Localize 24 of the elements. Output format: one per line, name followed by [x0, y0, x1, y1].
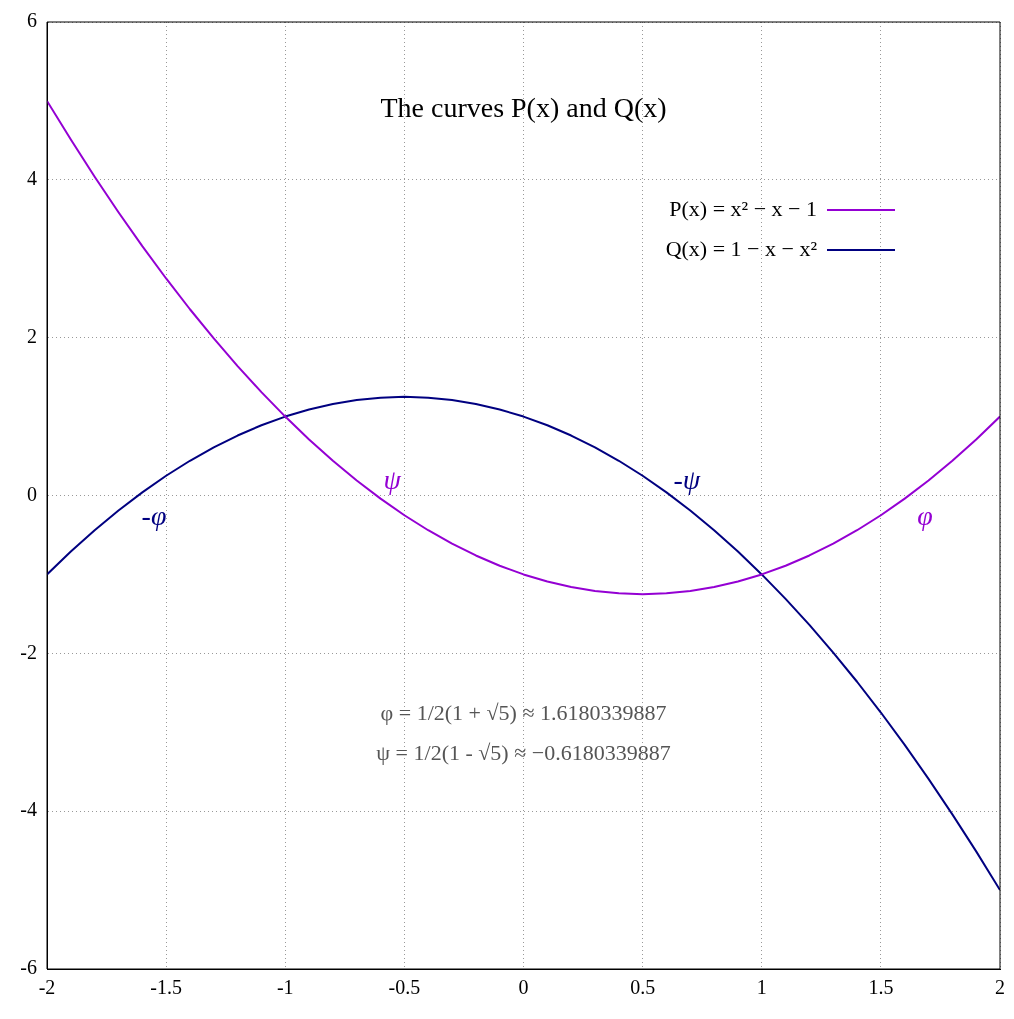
annotation: φ = 1/2(1 + √5) ≈ 1.6180339887: [380, 699, 667, 725]
x-tick-label: -1: [276, 976, 294, 999]
y-tick-label: -4: [20, 798, 37, 821]
x-tick-label: -0.5: [388, 976, 421, 999]
y-tick-label: 2: [27, 324, 37, 347]
x-tick-label: 0: [518, 976, 529, 999]
y-tick-label: -2: [20, 640, 37, 663]
text: The curves P(x) and Q(x): [380, 92, 667, 124]
annotation: -ψ: [673, 463, 701, 495]
y-tick-label: 0: [27, 482, 37, 505]
x-tick-label: 0.5: [630, 976, 656, 999]
annotation: φ: [917, 499, 933, 531]
y-tick-label: 6: [27, 9, 37, 32]
annotation: ψ: [383, 463, 402, 495]
y-tick-label: 4: [27, 167, 37, 190]
y-tick-label: -6: [20, 956, 37, 979]
x-tick-label: 1.5: [868, 976, 894, 999]
x-tick-label: -1.5: [150, 976, 182, 999]
annotation: ψ = 1/2(1 - √5) ≈ −0.6180339887: [376, 739, 671, 765]
annotation: -φ: [141, 499, 167, 531]
legend-label: Q(x) = 1 − x − x²: [665, 235, 818, 261]
legend-label: P(x) = x² − x − 1: [669, 195, 817, 221]
x-tick-label: 1: [756, 976, 767, 999]
x-tick-label: 2: [995, 976, 1005, 999]
